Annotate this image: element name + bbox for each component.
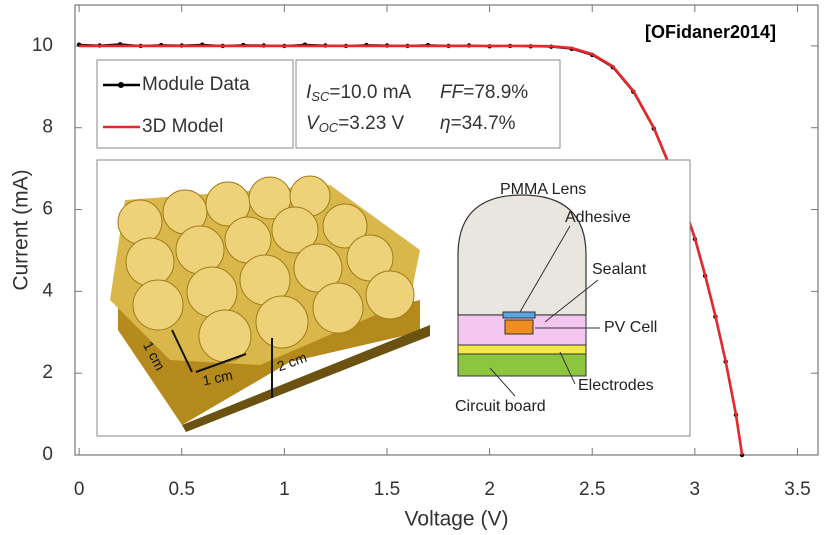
adhesive	[503, 312, 535, 318]
annotation: η=34.7%	[440, 113, 516, 134]
annotation-text: =78.9%	[463, 82, 528, 103]
electrodes	[458, 345, 586, 354]
inset-label: Sealant	[592, 261, 647, 278]
inset-label: Electrodes	[578, 377, 654, 394]
pv-cell	[505, 320, 533, 334]
inset-label: PV Cell	[604, 319, 657, 336]
annotation-text: =3.23 V	[338, 113, 404, 134]
x-tick-label: 0	[74, 479, 85, 500]
y-tick-label: 4	[42, 280, 53, 301]
legend-marker	[118, 82, 124, 88]
x-tick-label: 1.5	[374, 479, 400, 500]
inset-label: Adhesive	[565, 209, 631, 226]
x-tick-label: 1	[279, 479, 290, 500]
annotation-subscript: OC	[319, 120, 339, 135]
annotation-symbol: FF	[440, 82, 465, 103]
legend-label: Module Data	[142, 74, 250, 95]
x-tick-label: 3.5	[784, 479, 810, 500]
x-tick-label: 2.5	[579, 479, 605, 500]
inset	[97, 160, 690, 436]
annotation-text: =10.0 mA	[329, 82, 411, 103]
x-axis-label: Voltage (V)	[405, 508, 509, 531]
circuit-board	[458, 354, 586, 376]
y-tick-label: 2	[42, 362, 53, 383]
y-tick-label: 6	[42, 199, 53, 220]
inset-label: Circuit board	[455, 398, 546, 415]
x-tick-label: 0.5	[169, 479, 195, 500]
citation: [OFidaner2014]	[645, 22, 776, 42]
annotation-text: =34.7%	[451, 113, 516, 134]
x-tick-label: 3	[690, 479, 701, 500]
annotation: FF=78.9%	[440, 82, 528, 103]
annotation-subscript: SC	[311, 89, 330, 104]
chart: 0 0.5 1 1.5 2 2.5 3 3.5 0 2 4 6 8 10 Voltage (V) Curren…	[0, 0, 827, 535]
y-tick-label: 10	[32, 35, 53, 56]
inset-label: PMMA Lens	[500, 181, 586, 198]
legend-label: 3D Model	[142, 116, 223, 137]
y-tick-label: 0	[42, 444, 53, 465]
y-tick-label: 8	[42, 117, 53, 138]
annotation-symbol: η	[440, 113, 451, 134]
y-axis-label: Current (mA)	[10, 169, 33, 290]
x-tick-label: 2	[484, 479, 495, 500]
